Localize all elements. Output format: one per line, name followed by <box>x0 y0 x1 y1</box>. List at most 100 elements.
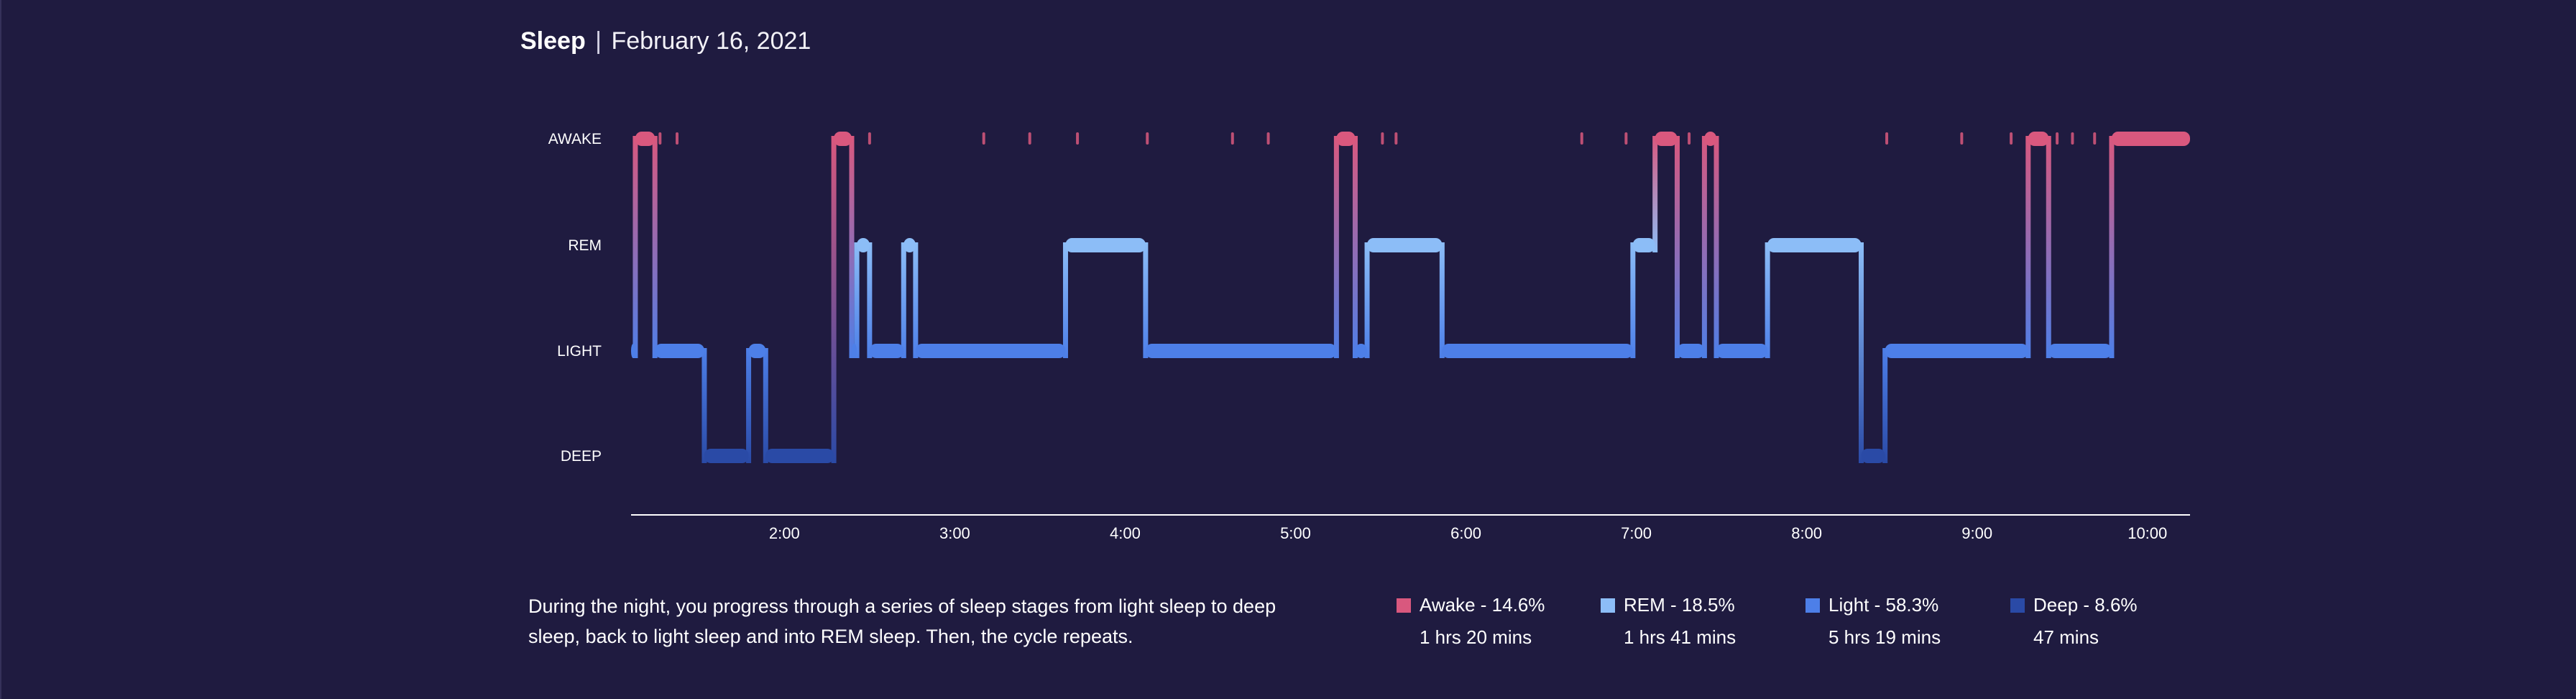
brief-awakening-mark <box>2071 132 2074 145</box>
segment-light <box>1677 344 1705 358</box>
legend-duration-rem: 1 hrs 41 mins <box>1624 626 1736 648</box>
stage-transition-connector <box>2109 136 2115 358</box>
brief-awakening-mark <box>2010 132 2013 145</box>
segment-awake <box>834 132 852 146</box>
stage-transition-connector <box>746 348 752 463</box>
page-date: February 16, 2021 <box>611 27 811 55</box>
x-tick-label: 4:00 <box>1110 524 1141 542</box>
brief-awakening-mark <box>1960 132 1964 145</box>
x-tick-label: 5:00 <box>1280 524 1311 542</box>
stage-transition-connector <box>1143 242 1149 358</box>
stage-transition-connector <box>632 136 638 358</box>
sleep-description: During the night, you progress through a… <box>528 595 1276 647</box>
brief-awakening-mark <box>658 132 662 145</box>
segment-rem <box>857 238 870 252</box>
brief-awakening-mark <box>982 132 985 145</box>
page-title: Sleep <box>520 27 586 55</box>
segment-awake <box>1336 132 1356 146</box>
page-header: Sleep | February 16, 2021 <box>520 27 811 55</box>
legend-label-light: Light - 58.3% <box>1828 594 1939 616</box>
legend-item-rem: REM - 18.5% 1 hrs 41 mins <box>1601 594 1736 649</box>
x-tick-label: 10:00 <box>2128 524 2167 542</box>
segment-rem <box>1767 238 1862 252</box>
brief-awakening-mark <box>1688 132 1691 145</box>
legend-label-rem: REM - 18.5% <box>1624 594 1735 616</box>
legend-item-light: Light - 58.3% 5 hrs 19 mins <box>1806 594 1941 649</box>
x-tick-label: 8:00 <box>1791 524 1822 542</box>
legend-label-deep: Deep - 8.6% <box>2033 594 2138 616</box>
segment-light <box>748 344 766 358</box>
legend-swatch-awake <box>1397 598 1411 613</box>
segment-awake <box>2028 132 2049 146</box>
segment-light <box>1442 344 1633 358</box>
stage-transition-connector <box>1858 242 1864 463</box>
stage-transition-connector <box>854 242 860 358</box>
brief-awakening-mark <box>1266 132 1270 145</box>
x-tick-label: 3:00 <box>939 524 970 542</box>
stage-transition-connector <box>1652 136 1658 252</box>
stage-transition-connector <box>763 348 768 463</box>
brief-awakenings <box>658 132 2097 145</box>
segment-deep <box>704 449 749 463</box>
stage-transition-connector <box>849 136 855 358</box>
legend-item-deep: Deep - 8.6% 47 mins <box>2010 594 2138 649</box>
legend-item-awake: Awake - 14.6% 1 hrs 20 mins <box>1397 594 1545 649</box>
legend-swatch-light <box>1806 598 1820 613</box>
brief-awakening-mark <box>1230 132 1234 145</box>
segment-light <box>1355 344 1368 358</box>
segment-deep <box>1861 449 1885 463</box>
stage-transition-connectors <box>632 136 2115 463</box>
brief-awakening-mark <box>868 132 871 145</box>
segment-light <box>1716 344 1768 358</box>
stage-label-light: LIGHT <box>557 343 602 360</box>
brief-awakening-mark <box>676 132 679 145</box>
segment-light <box>2048 344 2112 358</box>
brief-awakening-mark <box>1381 132 1384 145</box>
segment-rem <box>903 238 916 252</box>
segment-light <box>1885 344 2028 358</box>
stage-transition-connector <box>1630 242 1636 358</box>
x-axis-ticks: 2:00 3:00 4:00 5:00 6:00 7:00 8:00 9:00 10:00 <box>769 524 2167 542</box>
brief-awakening-mark <box>1885 132 1889 145</box>
stage-transition-connector <box>702 348 707 463</box>
stage-transition-connector <box>901 242 906 358</box>
legend-duration-light: 5 hrs 19 mins <box>1828 626 1941 648</box>
stage-transition-connector <box>652 136 658 358</box>
stage-transition-connector <box>1882 348 1888 463</box>
brief-awakening-mark <box>2056 132 2059 145</box>
x-tick-label: 7:00 <box>1621 524 1652 542</box>
brief-awakening-mark <box>1076 132 1080 145</box>
segment-light <box>1145 344 1337 358</box>
stage-transition-connector <box>1701 136 1707 358</box>
stage-transition-connector <box>1765 242 1770 358</box>
stage-label-rem: REM <box>568 237 602 254</box>
brief-awakening-mark <box>1624 132 1628 145</box>
stage-transition-connector <box>1674 136 1680 358</box>
legend-label-awake: Awake - 14.6% <box>1420 594 1545 616</box>
x-tick-label: 2:00 <box>769 524 800 542</box>
stage-transition-connector <box>2046 136 2051 358</box>
brief-awakening-mark <box>1028 132 1031 145</box>
legend-duration-awake: 1 hrs 20 mins <box>1420 626 1532 648</box>
brief-awakening-mark <box>2093 132 2097 145</box>
stage-transition-connector <box>831 136 837 463</box>
stage-transition-connector <box>1439 242 1445 358</box>
stage-labels: AWAKE REM LIGHT DEEP <box>548 131 602 465</box>
brief-awakening-mark <box>1580 132 1583 145</box>
x-tick-label: 6:00 <box>1450 524 1481 542</box>
brief-awakening-mark <box>1394 132 1398 145</box>
segment-awake <box>1704 132 1717 146</box>
stage-transition-connector <box>1714 136 1719 358</box>
segment-rem <box>1065 238 1146 252</box>
stage-transition-connector <box>867 242 873 358</box>
brief-awakening-mark <box>1146 132 1149 145</box>
stage-label-deep: DEEP <box>561 448 602 465</box>
segment-light <box>869 344 904 358</box>
stage-segments <box>631 132 2190 463</box>
segment-rem <box>1632 238 1655 252</box>
segment-rem <box>1367 238 1443 252</box>
stage-transition-connector <box>1364 242 1370 358</box>
stage-transition-connector <box>1352 136 1358 358</box>
x-tick-label: 9:00 <box>1961 524 1992 542</box>
